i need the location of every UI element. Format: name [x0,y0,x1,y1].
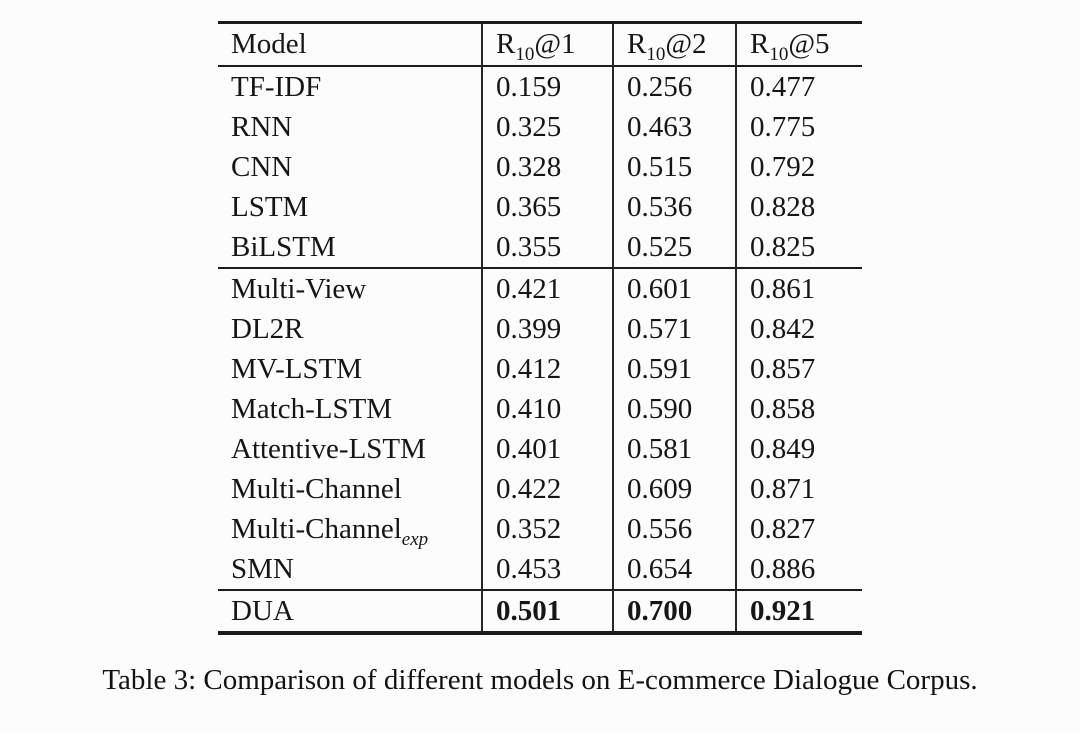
model-cell: Match-LSTM [231,392,393,425]
table-row: DUA 0.501 0.700 0.921 [218,589,862,633]
model-cell: DUA [231,594,294,627]
value-cell: 0.654 [612,548,736,590]
table-caption: Table 3: Comparison of different models … [102,663,978,696]
value-cell: 0.861 [735,267,862,309]
value-cell: 0.463 [612,106,736,147]
table-row: LSTM 0.365 0.536 0.828 [218,186,862,227]
value-cell: 0.921 [735,589,862,633]
proposed-group: DUA 0.501 0.700 0.921 [218,589,862,633]
value-cell: 0.501 [481,589,613,633]
value-cell: 0.421 [481,267,613,309]
model-cell: TF-IDF [231,70,322,103]
value-cell: 0.328 [481,146,613,187]
model-cell: Multi-View [231,272,367,305]
value-cell: 0.515 [612,146,736,187]
value-cell: 0.536 [612,186,736,227]
value-cell: 0.365 [481,186,613,227]
results-table-wrap: Model R10@1 R10@2 R10@5 TF-IDF 0.159 0.2… [218,21,862,635]
table-row: BiLSTM 0.355 0.525 0.825 [218,226,862,268]
value-cell: 0.858 [735,388,862,429]
value-cell: 0.871 [735,468,862,509]
baseline-group: TF-IDF 0.159 0.256 0.477 RNN 0.325 0.463… [218,65,862,268]
value-cell: 0.792 [735,146,862,187]
table-row: SMN 0.453 0.654 0.886 [218,548,862,590]
table-row: Attentive-LSTM 0.401 0.581 0.849 [218,428,862,469]
table-row: RNN 0.325 0.463 0.775 [218,106,862,147]
col-header-r10-at-5: R10@5 [735,22,862,66]
col-header-model: Model [231,28,307,61]
table-row: Multi-Channel 0.422 0.609 0.871 [218,468,862,509]
value-cell: 0.412 [481,348,613,389]
value-cell: 0.849 [735,428,862,469]
model-subscript: exp [401,528,429,550]
table-row: Multi-View 0.421 0.601 0.861 [218,267,862,309]
value-cell: 0.422 [481,468,613,509]
value-cell: 0.477 [735,65,862,107]
table-row: Multi-Channelexp 0.352 0.556 0.827 [218,508,862,550]
value-cell: 0.325 [481,106,613,147]
value-cell: 0.256 [612,65,736,107]
results-table: Model R10@1 R10@2 R10@5 TF-IDF 0.159 0.2… [218,21,862,635]
model-cell: Multi-Channelexp [231,512,429,550]
value-cell: 0.886 [735,548,862,590]
value-cell: 0.352 [481,508,613,549]
model-cell: MV-LSTM [231,352,363,385]
value-cell: 0.827 [735,508,862,549]
table-row: DL2R 0.399 0.571 0.842 [218,308,862,349]
value-cell: 0.591 [612,348,736,389]
value-cell: 0.159 [481,65,613,107]
value-cell: 0.525 [612,226,736,268]
value-cell: 0.601 [612,267,736,309]
value-cell: 0.775 [735,106,862,147]
value-cell: 0.609 [612,468,736,509]
model-cell: Attentive-LSTM [231,432,426,465]
value-cell: 0.410 [481,388,613,429]
header-row: Model R10@1 R10@2 R10@5 [218,22,862,66]
value-cell: 0.556 [612,508,736,549]
value-cell: 0.401 [481,428,613,469]
value-cell: 0.590 [612,388,736,429]
value-cell: 0.355 [481,226,613,268]
model-cell: DL2R [231,312,304,345]
value-cell: 0.842 [735,308,862,349]
value-cell: 0.857 [735,348,862,389]
table-row: Match-LSTM 0.410 0.590 0.858 [218,388,862,429]
model-cell: LSTM [231,190,309,223]
model-cell: BiLSTM [231,230,336,263]
value-cell: 0.700 [612,589,736,633]
value-cell: 0.581 [612,428,736,469]
value-cell: 0.828 [735,186,862,227]
model-cell: SMN [231,552,294,585]
value-cell: 0.453 [481,548,613,590]
table-row: CNN 0.328 0.515 0.792 [218,146,862,187]
col-header-r10-at-1: R10@1 [481,22,613,66]
table-row: MV-LSTM 0.412 0.591 0.857 [218,348,862,389]
table-row: TF-IDF 0.159 0.256 0.477 [218,65,862,107]
col-header-r10-at-2: R10@2 [612,22,736,66]
value-cell: 0.825 [735,226,862,268]
model-cell: CNN [231,150,293,183]
value-cell: 0.399 [481,308,613,349]
value-cell: 0.571 [612,308,736,349]
advanced-group: Multi-View 0.421 0.601 0.861 DL2R 0.399 … [218,267,862,590]
model-cell: Multi-Channel [231,472,402,505]
model-cell: RNN [231,110,293,143]
